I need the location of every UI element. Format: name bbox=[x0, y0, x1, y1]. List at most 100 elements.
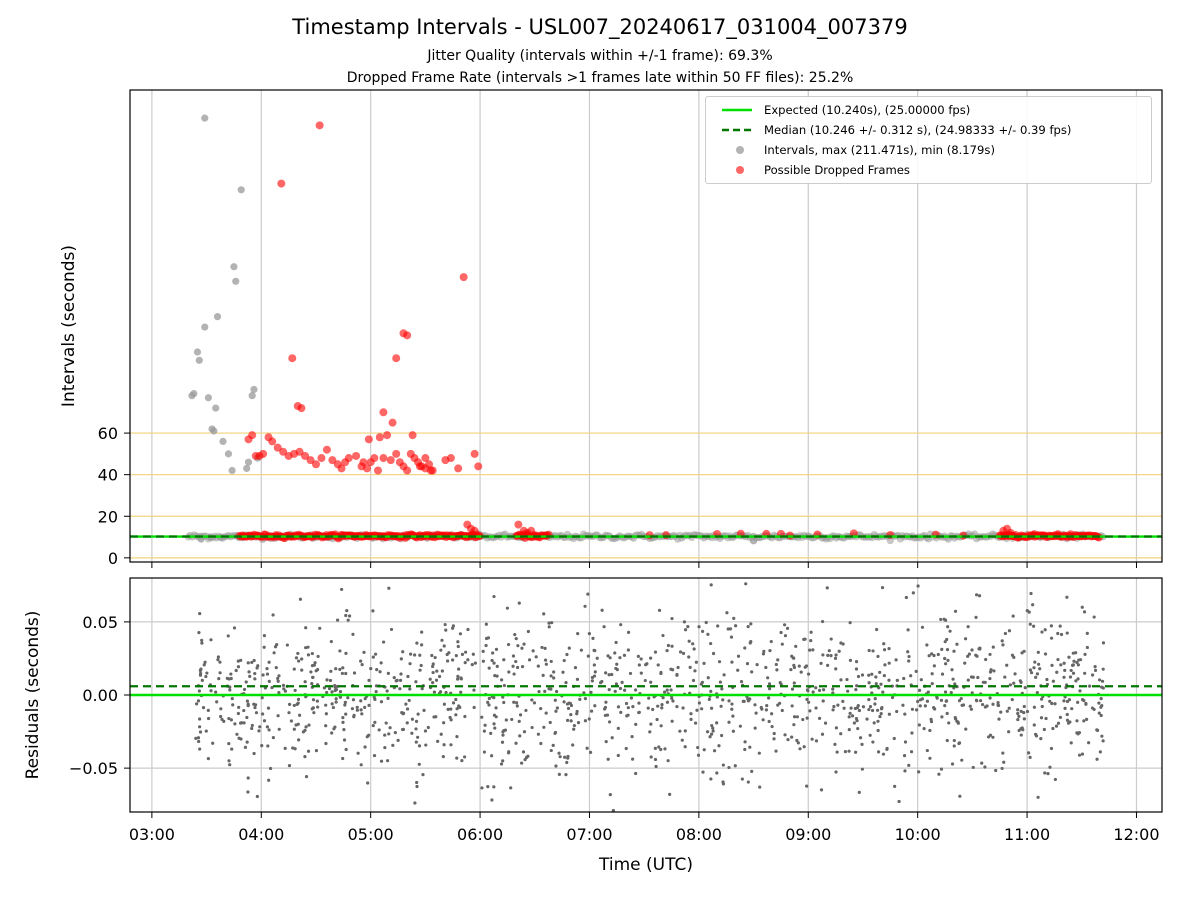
residual-point bbox=[1088, 684, 1092, 688]
residual-point bbox=[743, 646, 747, 650]
residual-point bbox=[710, 732, 714, 736]
residual-point bbox=[579, 648, 583, 652]
residual-point bbox=[341, 715, 345, 720]
residual-point bbox=[197, 689, 201, 693]
residual-point bbox=[586, 654, 590, 658]
residual-point bbox=[227, 742, 231, 746]
residual-point bbox=[260, 696, 264, 700]
residual-point bbox=[930, 652, 934, 656]
residual-point bbox=[301, 730, 306, 734]
residual-point bbox=[607, 688, 611, 692]
residual-point bbox=[951, 677, 955, 681]
residual-point bbox=[311, 698, 316, 702]
residual-point bbox=[432, 715, 436, 719]
residual-point bbox=[653, 650, 658, 654]
residual-point bbox=[870, 672, 874, 676]
residual-point bbox=[955, 642, 959, 646]
residual-point bbox=[819, 788, 824, 792]
residual-point bbox=[687, 639, 691, 643]
residual-point bbox=[443, 622, 447, 627]
residual-point bbox=[689, 712, 693, 716]
residual-point bbox=[681, 651, 686, 655]
residual-point bbox=[267, 728, 271, 732]
residual-point bbox=[248, 674, 252, 678]
residual-point bbox=[1028, 622, 1032, 626]
residual-point bbox=[978, 647, 982, 651]
residual-point bbox=[283, 689, 288, 693]
residual-point bbox=[404, 702, 408, 706]
residual-point bbox=[776, 658, 780, 662]
residual-point bbox=[988, 696, 992, 700]
residual-point bbox=[610, 736, 614, 740]
residual-point bbox=[329, 639, 333, 644]
residual-point bbox=[792, 665, 797, 670]
residual-point bbox=[410, 717, 415, 721]
residual-point bbox=[557, 772, 561, 776]
residual-point bbox=[456, 674, 460, 678]
residual-point bbox=[971, 675, 975, 679]
residual-point bbox=[1007, 629, 1012, 633]
residual-point bbox=[1065, 631, 1069, 635]
residual-point bbox=[543, 689, 547, 693]
residual-point bbox=[943, 704, 947, 708]
residual-point bbox=[593, 670, 597, 674]
residual-point bbox=[298, 597, 303, 601]
dropped-frame-point bbox=[301, 451, 310, 460]
residual-point bbox=[236, 711, 240, 716]
residual-point bbox=[216, 655, 221, 659]
residual-point bbox=[549, 748, 553, 753]
residual-point bbox=[267, 679, 271, 683]
residual-point bbox=[1037, 662, 1041, 666]
x-tick-label: 04:00 bbox=[238, 825, 284, 844]
residual-point bbox=[439, 648, 443, 652]
residual-point bbox=[294, 656, 299, 660]
residual-point bbox=[565, 760, 569, 765]
residual-point bbox=[258, 725, 262, 729]
residual-point bbox=[821, 653, 825, 657]
residual-point bbox=[616, 753, 620, 758]
residual-point bbox=[909, 674, 913, 678]
residual-point bbox=[195, 702, 199, 706]
residual-point bbox=[712, 749, 717, 753]
residual-point bbox=[874, 675, 878, 679]
residual-point bbox=[431, 662, 435, 666]
residual-point bbox=[662, 690, 667, 694]
residual-point bbox=[304, 725, 308, 729]
residual-point bbox=[659, 724, 663, 728]
residual-point bbox=[204, 729, 208, 733]
residual-point bbox=[1022, 717, 1026, 721]
residual-point bbox=[707, 697, 711, 701]
residual-point bbox=[514, 659, 518, 664]
residual-point bbox=[315, 668, 320, 672]
residual-point bbox=[344, 747, 348, 752]
residual-point bbox=[974, 593, 979, 597]
residual-point bbox=[730, 660, 734, 664]
residual-point bbox=[324, 703, 328, 707]
residual-point bbox=[887, 661, 891, 665]
residual-point bbox=[696, 745, 700, 750]
residual-point bbox=[858, 736, 863, 740]
interval-point bbox=[749, 537, 758, 545]
residual-point bbox=[292, 667, 296, 671]
residual-point bbox=[194, 736, 198, 740]
residual-point bbox=[739, 679, 744, 684]
dropped-frame-point bbox=[279, 447, 288, 456]
residual-point bbox=[774, 749, 778, 753]
residual-point bbox=[615, 662, 619, 666]
residual-point bbox=[1035, 690, 1039, 695]
residual-point bbox=[871, 649, 875, 653]
residual-point bbox=[940, 672, 945, 676]
interval-point bbox=[210, 427, 218, 435]
residual-point bbox=[487, 703, 491, 707]
residual-point bbox=[1080, 752, 1085, 756]
residual-point bbox=[379, 759, 384, 763]
residual-point bbox=[902, 676, 906, 681]
residual-point bbox=[347, 614, 352, 618]
residual-point bbox=[657, 608, 662, 612]
residual-point bbox=[848, 621, 852, 625]
residual-point bbox=[341, 756, 345, 761]
residual-point bbox=[852, 721, 856, 725]
residual-point bbox=[1062, 699, 1066, 703]
residual-point bbox=[343, 700, 347, 704]
residual-point bbox=[727, 765, 731, 770]
